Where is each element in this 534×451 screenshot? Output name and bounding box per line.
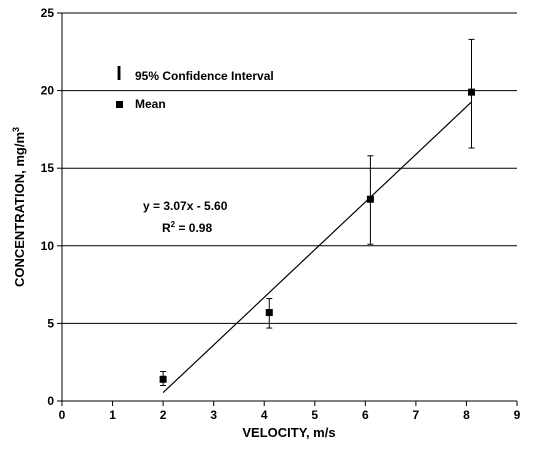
y-tick-label-20: 20 [41, 84, 55, 98]
trendline [162, 101, 472, 394]
r-squared-main: R [162, 221, 171, 235]
legend-mean-label: Mean [135, 97, 166, 111]
y-tick-label-0: 0 [47, 394, 54, 408]
data-point-2 [265, 298, 273, 329]
y-axis-title-sup: 3 [11, 127, 21, 132]
x-tick-label-4: 4 [261, 408, 268, 422]
trendline-layer [162, 101, 472, 394]
y-axis-title-main: CONCENTRATION, mg/m [12, 132, 27, 287]
mean-marker-3 [366, 195, 374, 203]
y-ticks: 0 5 10 15 20 25 [41, 6, 62, 408]
y-tick-label-15: 15 [41, 161, 55, 175]
mean-marker-2 [265, 309, 273, 317]
x-tick-label-9: 9 [514, 408, 521, 422]
x-tick-label-5: 5 [311, 408, 318, 422]
y-axis-title: CONCENTRATION, mg/m3 [11, 127, 27, 287]
axes [61, 13, 517, 402]
legend-mean-marker [116, 101, 123, 108]
data-points [159, 38, 475, 386]
y-tick-label-5: 5 [47, 316, 54, 330]
x-tick-label-3: 3 [210, 408, 217, 422]
r-squared-value: = 0.98 [175, 221, 212, 235]
data-point-4 [468, 38, 475, 149]
regression-annotation: y = 3.07x - 5.60 R2 = 0.98 [143, 199, 228, 235]
mean-marker-4 [468, 88, 475, 96]
legend-ci-symbol: I [116, 63, 122, 85]
r-squared-text: R2 = 0.98 [162, 220, 212, 235]
x-tick-label-1: 1 [109, 408, 116, 422]
y-tick-label-10: 10 [41, 239, 55, 253]
mean-marker-1 [159, 375, 167, 383]
x-ticks: 0 1 2 3 4 5 6 7 8 9 [59, 401, 521, 422]
data-point-1 [159, 371, 167, 386]
legend-ci-label: 95% Confidence Interval [135, 69, 274, 83]
x-tick-label-2: 2 [160, 408, 167, 422]
y-tick-label-25: 25 [41, 6, 55, 20]
x-tick-label-7: 7 [413, 408, 420, 422]
grid-lines [62, 12, 517, 324]
legend: I 95% Confidence Interval Mean [116, 63, 274, 111]
x-tick-label-8: 8 [463, 408, 470, 422]
x-axis-title: VELOCITY, m/s [242, 425, 335, 440]
data-point-3 [366, 155, 374, 245]
x-tick-label-6: 6 [362, 408, 369, 422]
equation-text: y = 3.07x - 5.60 [143, 199, 228, 213]
r-squared-sup: 2 [171, 220, 176, 229]
x-tick-label-0: 0 [59, 408, 66, 422]
